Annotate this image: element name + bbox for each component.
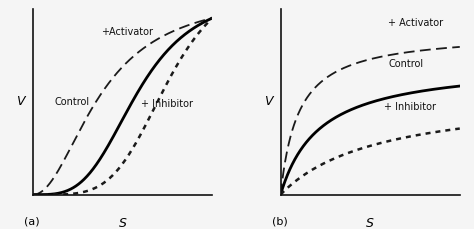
Text: S: S bbox=[366, 217, 374, 229]
Text: Control: Control bbox=[55, 97, 90, 107]
Text: S: S bbox=[119, 217, 127, 229]
Text: Control: Control bbox=[388, 59, 423, 69]
Text: (b): (b) bbox=[272, 217, 287, 227]
Text: V: V bbox=[17, 95, 25, 108]
Text: V: V bbox=[264, 95, 272, 108]
Text: + Inhibitor: + Inhibitor bbox=[141, 99, 193, 109]
Text: +Activator: +Activator bbox=[101, 27, 153, 37]
Text: + Inhibitor: + Inhibitor bbox=[384, 102, 437, 112]
Text: (a): (a) bbox=[24, 217, 40, 227]
Text: + Activator: + Activator bbox=[388, 19, 443, 28]
